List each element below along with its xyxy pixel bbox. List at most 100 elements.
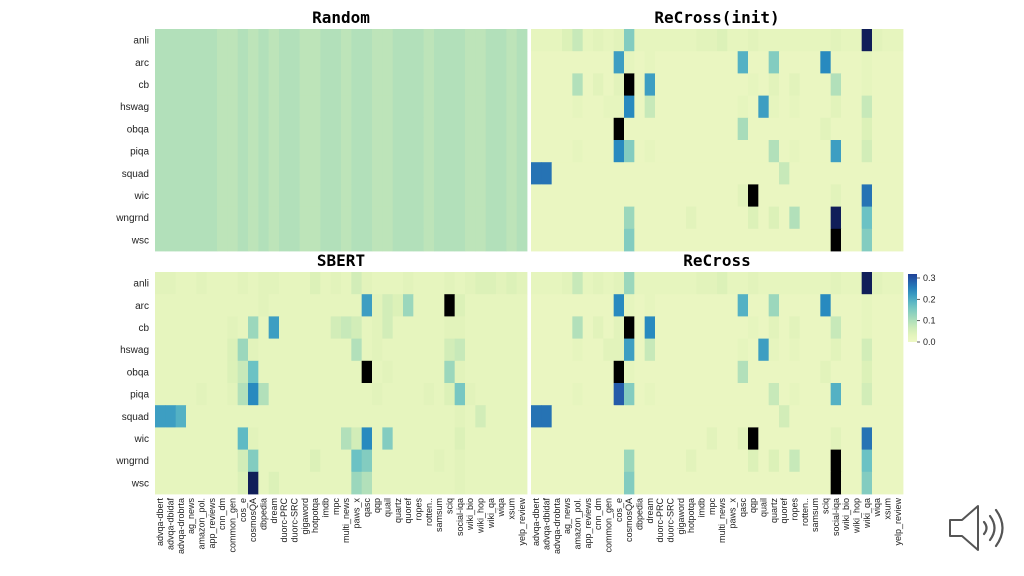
heatmap-cell — [392, 95, 404, 119]
heatmap-cell — [516, 162, 528, 185]
column-label: cos_e — [238, 498, 248, 522]
heatmap-cell — [330, 427, 342, 450]
heatmap-cell — [768, 228, 780, 252]
heatmap-cell — [279, 471, 290, 495]
heatmap-cell — [562, 471, 573, 495]
heatmap-cell — [882, 29, 894, 52]
heatmap-cell — [475, 117, 487, 141]
heatmap-cell — [330, 162, 342, 185]
heatmap-cell — [541, 228, 553, 252]
heatmap-cell — [268, 95, 280, 119]
heatmap-cell — [186, 140, 197, 163]
heatmap-cell — [686, 117, 697, 141]
heatmap-cell — [279, 29, 290, 52]
heatmap-cell — [696, 184, 708, 207]
heatmap-cell — [475, 206, 487, 230]
heatmap-cell — [872, 117, 883, 141]
heatmap-cell — [872, 73, 883, 96]
heatmap-cell — [851, 95, 863, 119]
heatmap-cell — [217, 117, 228, 141]
heatmap-cell — [820, 228, 832, 252]
heatmap-cell — [237, 95, 249, 119]
heatmap-cell — [737, 272, 749, 295]
heatmap-cell — [562, 184, 573, 207]
heatmap-cell — [572, 383, 584, 406]
heatmap-cell — [851, 338, 863, 362]
heatmap-cell — [593, 140, 604, 163]
heatmap-cell — [392, 206, 404, 230]
heatmap-cell — [506, 294, 518, 317]
heatmap-cell — [372, 73, 383, 96]
heatmap-cell — [237, 360, 249, 384]
column-label: sciq — [821, 498, 831, 514]
heatmap-cell — [341, 29, 352, 52]
heatmap-cell — [496, 140, 507, 163]
column-label: social-iqa — [831, 498, 841, 536]
column-label: wiki_hop — [852, 498, 862, 534]
heatmap-cell — [562, 316, 573, 339]
heatmap-cell — [279, 228, 290, 252]
heatmap-cell — [675, 228, 687, 252]
heatmap-cell — [882, 405, 894, 428]
heatmap-cell — [248, 449, 259, 473]
heatmap-cell — [706, 206, 718, 230]
speaker-icon[interactable] — [944, 500, 1010, 556]
heatmap-cell — [613, 140, 625, 163]
heatmap-cell — [851, 162, 863, 185]
heatmap-cell — [655, 51, 666, 74]
heatmap-cell — [789, 228, 801, 252]
colorbar-tick-label: 0.3 — [923, 273, 936, 283]
heatmap-cell — [341, 184, 352, 207]
heatmap-cell — [541, 427, 553, 450]
heatmap-cell — [820, 95, 832, 119]
heatmap-cell — [810, 316, 821, 339]
heatmap-cell — [268, 228, 280, 252]
heatmap-cell — [434, 316, 445, 339]
heatmap-cell — [361, 294, 373, 317]
heatmap-cell — [789, 316, 801, 339]
heatmap-cell — [165, 140, 177, 163]
heatmap-cell — [799, 405, 811, 428]
row-label: arc — [135, 58, 149, 69]
heatmap-cell — [758, 338, 770, 362]
heatmap-cell — [655, 294, 666, 317]
heatmap-cell — [830, 228, 842, 252]
heatmap-cell — [423, 316, 435, 339]
heatmap-cell — [330, 184, 342, 207]
column-label: qqp — [748, 498, 758, 513]
heatmap-cell — [506, 360, 518, 384]
heatmap-cell — [706, 383, 718, 406]
heatmap-cell — [706, 360, 718, 384]
heatmap-cell — [268, 206, 280, 230]
heatmap-cell — [820, 272, 832, 295]
column-label: imdb — [697, 498, 707, 518]
heatmap-cell — [310, 405, 321, 428]
heatmap-cell — [351, 316, 363, 339]
heatmap-cell — [717, 117, 728, 141]
heatmap-cell — [779, 51, 790, 74]
heatmap-cell — [830, 184, 842, 207]
heatmap-cell — [696, 316, 708, 339]
heatmap-cell — [217, 184, 228, 207]
heatmap-cell — [206, 427, 218, 450]
heatmap-cell — [258, 206, 270, 230]
heatmap-cell — [851, 427, 863, 450]
heatmap-cell — [758, 427, 770, 450]
heatmap-cell — [237, 140, 249, 163]
heatmap-cell — [454, 449, 466, 473]
heatmap-cell — [603, 95, 615, 119]
heatmap-cell — [851, 316, 863, 339]
heatmap-cell — [413, 51, 425, 74]
heatmap-cell — [320, 405, 332, 428]
heatmap-cell — [320, 449, 332, 473]
heatmap-cell — [485, 272, 497, 295]
heatmap-cell — [485, 383, 497, 406]
heatmap-cell — [603, 140, 615, 163]
heatmap-cell — [634, 272, 646, 295]
heatmap-cell — [382, 360, 394, 384]
heatmap-cell — [706, 162, 718, 185]
heatmap-cell — [372, 405, 383, 428]
heatmap-cell — [593, 338, 604, 362]
row-label: cb — [138, 80, 149, 91]
row-label: anli — [133, 279, 149, 290]
